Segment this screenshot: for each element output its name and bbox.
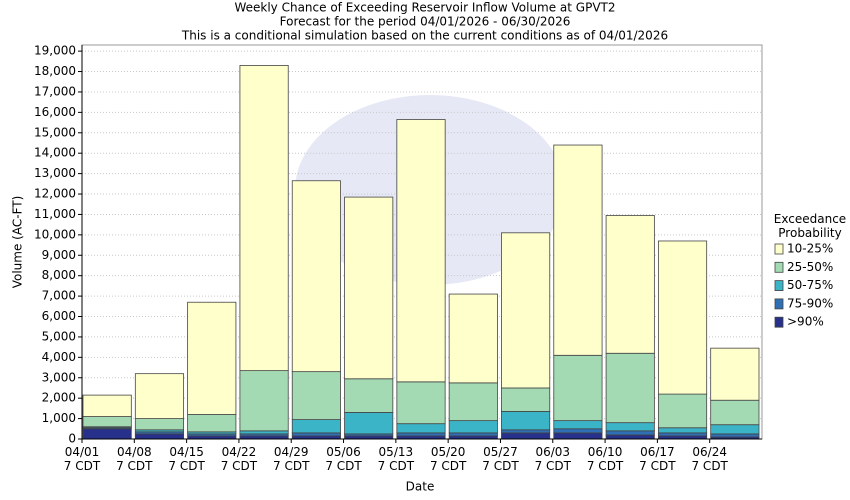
bar-segment [501,232,551,389]
legend-swatch [774,243,784,255]
y-tick-label: 3,000 [42,370,76,384]
bar-segment [448,293,498,384]
chart-title: Weekly Chance of Exceeding Reservoir Inf… [234,1,615,15]
y-tick-label: 5,000 [42,329,76,343]
x-tick-label: 06/03 7 CDT [535,445,572,473]
legend-label: >90% [787,315,824,329]
bar-segment [605,422,655,432]
legend-label: 75-90% [787,296,833,310]
bar-segment [657,432,708,437]
y-tick-label: 6,000 [42,309,76,323]
x-axis-label: Date [406,480,435,494]
bar-segment [344,412,394,435]
y-tick-label: 16,000 [34,105,76,119]
y-tick-label: 17,000 [34,84,76,98]
y-tick-label: 13,000 [34,166,76,180]
x-tick-label: 04/08 7 CDT [116,445,153,473]
bar-segment [605,430,655,436]
bar-segment [501,429,551,434]
bar-segment [501,432,551,440]
bar-segment [605,215,655,354]
y-tick-label: 8,000 [42,268,76,282]
bar-segment [448,432,498,437]
legend-swatch [774,280,784,292]
legend-title: Exceedance Probability [774,212,846,240]
bar-segment [448,420,498,434]
bar-segment [710,433,760,438]
bar-segment [344,378,394,413]
y-tick-label: 4,000 [42,350,76,364]
bar-segment [448,382,498,422]
x-tick-label: 05/06 7 CDT [325,445,362,473]
x-tick-label: 05/27 7 CDT [482,445,519,473]
bar-segment [82,428,132,440]
y-tick-label: 19,000 [34,44,76,58]
bar-segment [239,430,289,435]
bar-segment [291,180,341,373]
bar-segment [239,370,289,432]
legend-label: 10-25% [787,242,833,256]
x-tick-label: 05/20 7 CDT [430,445,467,473]
chart-note: This is a conditional simulation based o… [181,29,668,43]
bar-segment [396,423,446,434]
bar-segment [134,418,185,431]
bar-segment [396,119,446,383]
y-tick-label: 9,000 [42,248,76,262]
bar-segment [501,411,551,431]
bar-segment [657,393,708,429]
bar-segment [501,387,551,412]
y-tick-label: 1,000 [42,411,76,425]
legend-swatch [774,298,784,310]
bar-segment [134,373,185,419]
legend-label: 25-50% [787,260,833,274]
y-tick-label: 14,000 [34,146,76,160]
y-tick-label: 11,000 [34,207,76,221]
bar-segment [187,414,237,433]
bar-segment [553,354,603,422]
y-tick-label: 12,000 [34,187,76,201]
bar-segment [710,424,760,435]
bar-segment [553,428,603,434]
x-tick-label: 06/10 7 CDT [587,445,624,473]
bar-segment [657,240,708,395]
x-tick-label: 06/24 7 CDT [691,445,728,473]
bar-segment [553,144,603,356]
y-tick-label: 15,000 [34,125,76,139]
bar-segment [710,399,760,426]
x-tick-label: 04/15 7 CDT [168,445,205,473]
bar-segment [291,432,341,437]
y-axis-label: Volume (AC-FT) [11,196,25,289]
x-tick-label: 05/13 7 CDT [378,445,415,473]
x-tick-label: 04/01 7 CDT [64,445,101,473]
bar-segment [291,419,341,434]
bar-segment [344,196,394,380]
bar-segment [291,371,341,421]
x-tick-label: 06/17 7 CDT [639,445,676,473]
bar-segment [396,381,446,425]
y-tick-label: 10,000 [34,227,76,241]
x-tick-label: 04/29 7 CDT [273,445,310,473]
bar-segment [553,432,603,440]
bar-segment [553,420,603,430]
bar-segment [134,433,185,440]
bar-segment [710,347,760,401]
bar-segment [187,301,237,415]
y-tick-label: 2,000 [42,391,76,405]
legend-label: 50-75% [787,278,833,292]
x-tick-label: 04/22 7 CDT [221,445,258,473]
legend-swatch [774,316,784,328]
chart-subtitle: Forecast for the period 04/01/2026 - 06/… [280,15,571,29]
bar-segment [605,352,655,424]
legend-swatch [774,261,784,273]
bar-segment [82,394,132,417]
y-tick-label: 7,000 [42,289,76,303]
bar-segment [657,427,708,434]
y-tick-label: 0 [68,432,76,446]
y-tick-label: 18,000 [34,64,76,78]
bar-segment [605,434,655,440]
bar-segment [396,432,446,437]
bar-segment [239,65,289,372]
bar-segment [82,416,132,428]
